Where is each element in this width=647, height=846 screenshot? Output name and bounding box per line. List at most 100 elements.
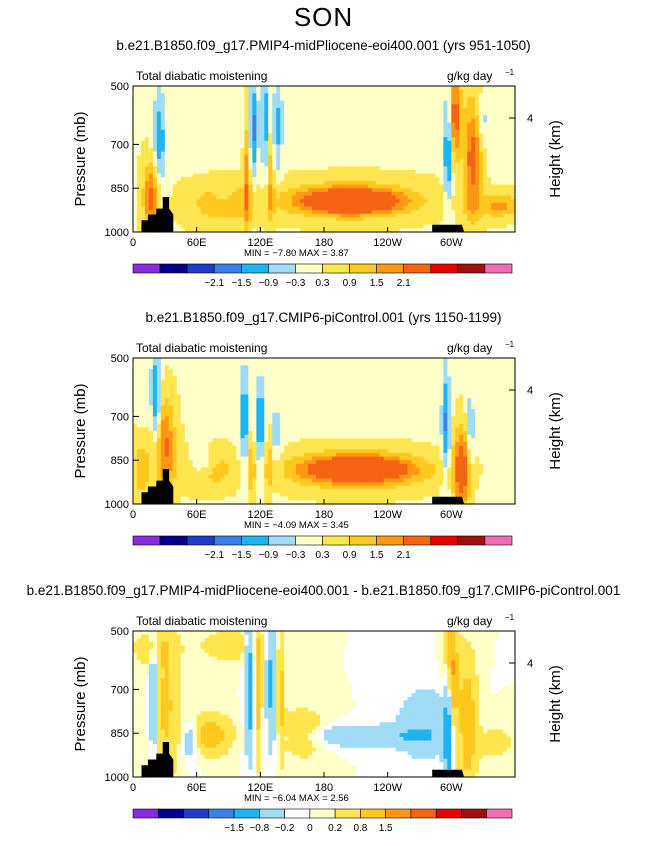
right-axis-title: Height (km)	[547, 120, 564, 198]
x-tick-label: 120E	[247, 509, 273, 521]
colorbar-segment	[208, 808, 235, 819]
colorbar: −2.1 −1.5 −0.9 −0.3 0.3 0.9 1.5 2.1	[132, 263, 513, 289]
topography-africa	[141, 197, 174, 232]
season-title: SON	[293, 2, 354, 32]
colorbar-segment	[186, 263, 215, 274]
colorbar-label: −0.2	[275, 823, 295, 834]
y-axis-title: Pressure (mb)	[72, 656, 89, 751]
right-axis-title: Height (km)	[547, 665, 564, 743]
colorbar: −2.1 −1.5 −0.9 −0.3 0.3 0.9 1.5 2.1	[132, 535, 513, 561]
panel-2-title: b.e21.B1850.f09_g17.CMIP6-piControl.001 …	[145, 310, 502, 325]
x-tick-label: 0	[130, 237, 136, 249]
colorbar-segment	[322, 535, 350, 546]
topography-africa	[141, 469, 174, 504]
colorbar-segment	[376, 263, 405, 274]
units-exponent: −1	[505, 68, 515, 77]
heatmap-field	[133, 86, 516, 233]
colorbar-segment	[403, 535, 432, 546]
min-max-text: MIN = −4.09 MAX = 3.45	[244, 520, 349, 531]
colorbar-label: 0.9	[343, 278, 357, 289]
x-tick-label: 60W	[440, 509, 463, 521]
colorbar-label: −0.9	[258, 550, 278, 561]
x-tick-label: 120W	[373, 509, 402, 521]
colorbar-segment	[268, 535, 296, 546]
colorbar-segment	[186, 535, 215, 546]
panel-1-title: b.e21.B1850.f09_g17.PMIP4-midPliocene-eo…	[116, 38, 531, 53]
panel-3-title: b.e21.B1850.f09_g17.PMIP4-midPliocene-eo…	[26, 583, 621, 598]
y-tick-label: 500	[111, 353, 129, 365]
colorbar-segment	[484, 263, 513, 274]
colorbar-label: −2.1	[204, 550, 224, 561]
right-axis-title: Height (km)	[547, 392, 564, 470]
right-axis-tick-label: 4	[527, 658, 533, 670]
units-exponent: −1	[505, 340, 515, 349]
units-exponent: −1	[505, 613, 515, 622]
colorbar-segment	[349, 263, 377, 274]
colorbar-label: 1.5	[379, 823, 393, 834]
topography-andes	[432, 496, 465, 504]
topography-andes	[432, 769, 465, 777]
colorbar-segment	[183, 808, 210, 819]
x-tick-label: 0	[130, 509, 136, 521]
panel-3-plot: Total diabatic moistening g/kg day −1 500 70…	[72, 613, 564, 834]
x-tick-label: 0	[130, 782, 136, 794]
x-tick-label: 180	[315, 509, 333, 521]
x-tick-label: 60E	[187, 782, 207, 794]
heatmap-field	[133, 631, 516, 778]
colorbar-segment	[484, 535, 513, 546]
field-label: Total diabatic moistening	[136, 69, 267, 83]
min-max-text: MIN = −6.04 MAX = 2.56	[244, 793, 349, 804]
colorbar-label: −2.1	[204, 278, 224, 289]
colorbar-label: 2.1	[397, 278, 411, 289]
units-label: g/kg day	[447, 614, 492, 628]
colorbar-segment	[461, 808, 488, 819]
colorbar-segment	[360, 808, 386, 819]
topography-africa	[141, 742, 174, 777]
y-tick-label: 850	[111, 455, 129, 467]
y-axis-title: Pressure (mb)	[72, 383, 89, 478]
colorbar-label: 0.8	[353, 823, 367, 834]
colorbar-label: 0	[307, 823, 313, 834]
y-tick-label: 700	[111, 139, 129, 151]
colorbar-segment	[295, 535, 323, 546]
colorbar: −1.5 −0.8 −0.2 0 0.2 0.8 1.5	[132, 808, 513, 834]
colorbar-label: 0.3	[316, 278, 330, 289]
colorbar-segment	[486, 808, 513, 819]
x-tick-label: 120W	[373, 782, 402, 794]
colorbar-segment	[159, 535, 188, 546]
y-tick-label: 1000	[105, 227, 129, 239]
colorbar-segment	[410, 808, 437, 819]
colorbar-segment	[334, 808, 361, 819]
y-tick-label: 700	[111, 411, 129, 423]
y-tick-label: 1000	[105, 499, 129, 511]
colorbar-segment	[457, 263, 486, 274]
colorbar-label: −0.3	[286, 278, 306, 289]
colorbar-label: −1.5	[224, 823, 244, 834]
y-tick-label: 500	[111, 626, 129, 638]
y-tick-label: 500	[111, 81, 129, 93]
colorbar-label: −1.5	[231, 278, 251, 289]
panel-2-plot: Total diabatic moistening g/kg day −1 500 70…	[72, 340, 564, 561]
panel-1-plot: Total diabatic moistening g/kg day −1 500 70…	[72, 68, 564, 289]
colorbar-segment	[268, 263, 296, 274]
colorbar-segment	[385, 808, 412, 819]
colorbar-segment	[284, 808, 311, 819]
y-tick-label: 1000	[105, 772, 129, 784]
x-tick-label: 60E	[187, 237, 207, 249]
colorbar-label: 0.3	[316, 550, 330, 561]
colorbar-label: −0.3	[286, 550, 306, 561]
colorbar-label: 2.1	[397, 550, 411, 561]
colorbar-label: −0.8	[249, 823, 269, 834]
topography-andes	[432, 224, 465, 232]
field-label: Total diabatic moistening	[136, 341, 267, 355]
colorbar-segment	[295, 263, 323, 274]
x-tick-label: 60E	[187, 509, 207, 521]
colorbar-segment	[213, 535, 242, 546]
units-label: g/kg day	[447, 69, 492, 83]
colorbar-segment	[309, 808, 336, 819]
colorbar-label: −1.5	[231, 550, 251, 561]
colorbar-label: −0.9	[258, 278, 278, 289]
colorbar-segment	[159, 263, 188, 274]
colorbar-segment	[457, 535, 486, 546]
right-axis-tick-label: 4	[527, 385, 533, 397]
